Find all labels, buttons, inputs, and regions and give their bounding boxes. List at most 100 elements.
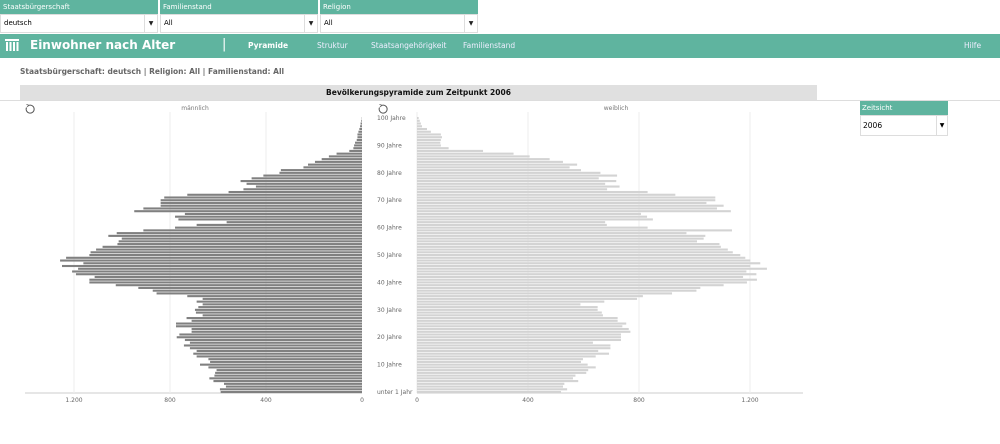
female-bar [417, 182, 606, 185]
tab-struktur[interactable]: Struktur [317, 41, 348, 50]
religion-select[interactable]: All ▼ [320, 14, 478, 33]
female-bar [417, 303, 581, 306]
female-bar [417, 259, 751, 262]
male-bar [355, 141, 362, 144]
zeitsicht-select[interactable]: 2006 ▼ [860, 115, 948, 136]
female-bar [417, 221, 606, 224]
female-bar [417, 325, 623, 328]
dropdown-arrow-icon[interactable]: ▼ [144, 15, 157, 32]
tab-pyramide[interactable]: Pyramide [248, 41, 289, 50]
female-bar [417, 292, 673, 295]
male-bar [359, 127, 362, 131]
male-bar [196, 223, 362, 226]
male-bar [360, 125, 362, 128]
male-bar [164, 196, 362, 199]
male-bar [187, 295, 362, 298]
male-bar [117, 243, 362, 246]
male-bar [357, 133, 362, 136]
help-link[interactable]: Hilfe [964, 41, 982, 50]
female-bar [417, 352, 610, 355]
male-bar [255, 185, 362, 188]
female-bar [417, 130, 431, 133]
female-bar [417, 338, 621, 342]
male-bar [115, 284, 362, 287]
female-bar [417, 240, 697, 243]
male-bar [210, 360, 362, 363]
male-bar [118, 240, 362, 243]
female-bar [417, 264, 751, 268]
male-bar [143, 229, 362, 232]
male-bar [216, 369, 362, 372]
male-bar [108, 234, 362, 237]
male-tick-label: 800 [164, 397, 176, 404]
male-tick-label: 0 [360, 397, 364, 404]
age-label: 60 Jahre [377, 225, 402, 232]
filter-staatsbuergerschaft: Staatsbürgerschaft deutsch ▼ [0, 0, 158, 33]
female-bar [417, 366, 596, 369]
reset-icon[interactable] [25, 104, 35, 114]
female-bar [417, 201, 707, 205]
male-bar [178, 218, 362, 221]
female-bar [417, 391, 562, 394]
female-bar [417, 388, 568, 391]
female-bar [417, 152, 514, 155]
female-bar [417, 341, 593, 344]
female-bar [417, 147, 449, 150]
female-bar [417, 319, 618, 322]
age-label: 100 Jahre [377, 115, 406, 122]
male-bar [279, 171, 362, 174]
male-bar [226, 221, 362, 224]
female-bar [417, 117, 419, 120]
female-bar [417, 212, 641, 215]
age-label: unter 1 Jahr [377, 389, 413, 396]
select-value: All [324, 19, 333, 27]
male-bar [308, 163, 362, 166]
familienstand-select[interactable]: All ▼ [160, 14, 318, 33]
female-bar [417, 363, 588, 366]
female-bar [417, 141, 441, 144]
dropdown-arrow-icon[interactable]: ▼ [304, 15, 317, 32]
male-bar [187, 193, 362, 196]
female-bar [417, 311, 602, 314]
female-bar [417, 385, 563, 388]
male-bar [228, 190, 362, 194]
reset-icon[interactable] [378, 104, 388, 114]
filter-summary: Staatsbürgerschaft: deutsch | Religion: … [20, 67, 285, 76]
female-bar [417, 327, 629, 331]
age-label: 10 Jahre [377, 362, 402, 369]
female-bar [417, 166, 570, 169]
male-bar [314, 160, 362, 163]
female-bar [417, 210, 731, 213]
male-bar [208, 358, 362, 361]
staatsbuergerschaft-select[interactable]: deutsch ▼ [0, 14, 158, 33]
dropdown-arrow-icon[interactable]: ▼ [936, 116, 947, 135]
male-bar [196, 355, 362, 358]
male-bar [200, 363, 362, 366]
select-value: 2006 [863, 121, 883, 130]
male-bar [160, 201, 362, 205]
male-bar [280, 169, 362, 172]
chart-title: Bevölkerungspyramide zum Zeitpunkt 2006 [20, 85, 817, 100]
female-bar [417, 289, 697, 292]
female-bar [417, 371, 587, 374]
tab-familienstand[interactable]: Familienstand [463, 41, 516, 50]
female-bar [417, 355, 596, 358]
app-title: Einwohner nach Alter [30, 38, 176, 52]
female-bar [417, 180, 617, 183]
female-tick-label: 0 [415, 397, 419, 404]
female-bar [417, 360, 582, 363]
male-bar [336, 152, 362, 155]
male-bar [196, 300, 362, 303]
male-tick-label: 400 [260, 397, 272, 404]
filter-label: Staatsbürgerschaft [0, 0, 158, 14]
female-bar [417, 262, 761, 265]
dropdown-arrow-icon[interactable]: ▼ [464, 15, 477, 32]
male-bar [225, 385, 362, 388]
male-bar [215, 371, 362, 374]
female-bar [417, 199, 716, 202]
tab-staatsangehoerigkeit[interactable]: Staatsangehörigkeit [371, 41, 447, 50]
male-bar [176, 336, 362, 339]
age-label: 40 Jahre [377, 279, 402, 286]
age-label: 90 Jahre [377, 142, 402, 149]
male-bar [75, 273, 363, 276]
